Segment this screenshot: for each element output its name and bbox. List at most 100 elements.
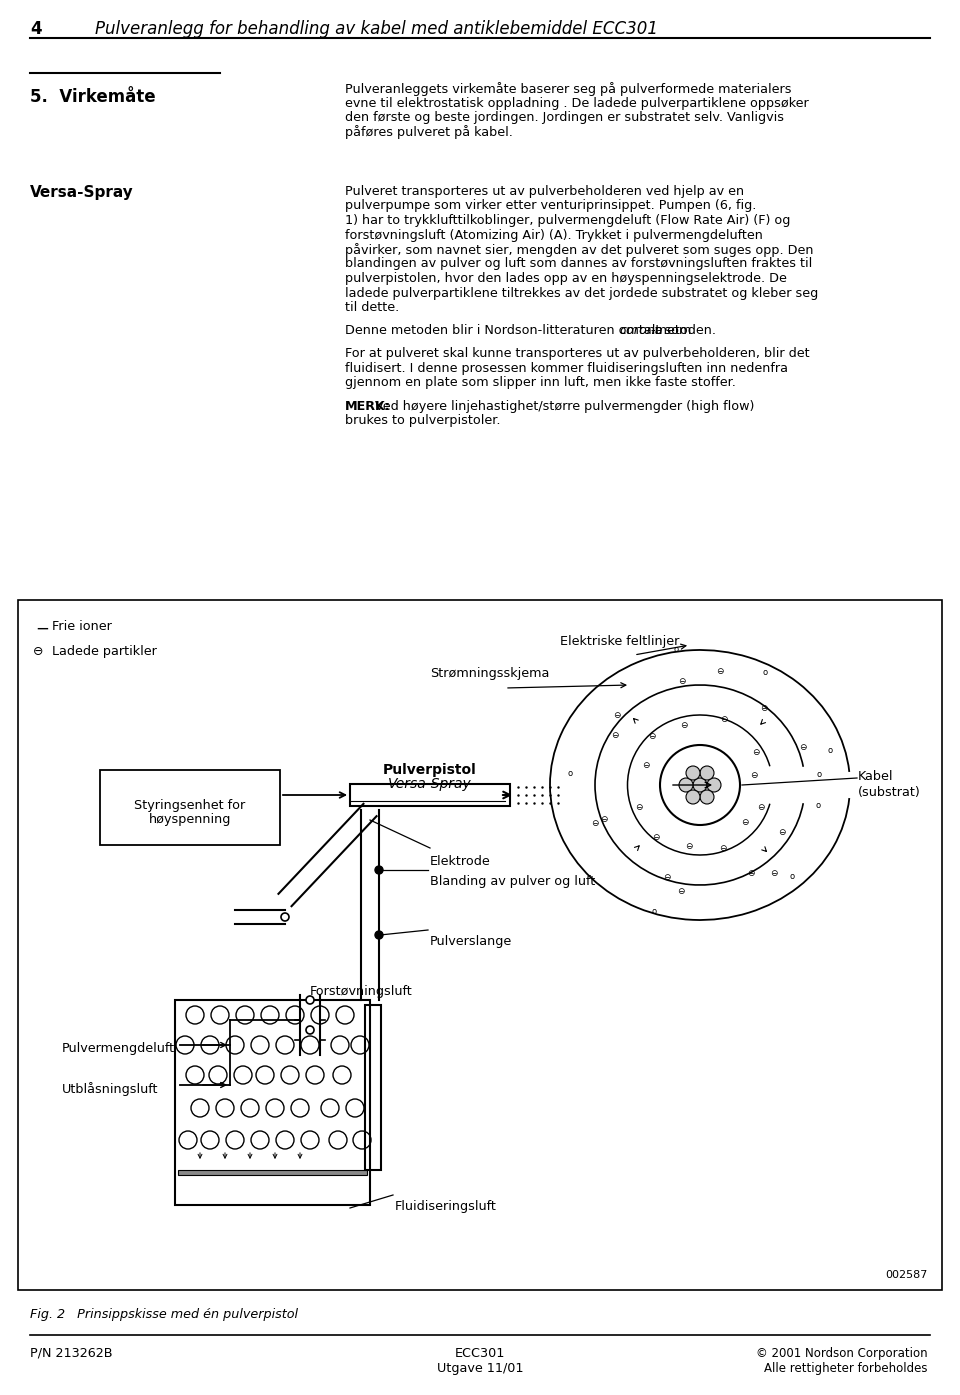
Text: ⊖: ⊖ [685,841,693,851]
Text: ⊖: ⊖ [716,667,724,677]
Text: © 2001 Nordson Corporation: © 2001 Nordson Corporation [756,1348,928,1360]
Text: brukes to pulverpistoler.: brukes to pulverpistoler. [345,414,500,427]
Text: o: o [762,668,768,677]
Text: ⊖: ⊖ [636,802,642,812]
Text: ⊖: ⊖ [747,869,755,877]
Text: ⊖: ⊖ [719,844,727,854]
Text: ⊖: ⊖ [751,771,757,780]
Text: (substrat): (substrat) [858,785,921,799]
Text: o: o [568,769,573,778]
Circle shape [700,766,714,780]
Text: ⊖: ⊖ [662,873,670,882]
Text: ⊖: ⊖ [653,833,660,841]
Text: 5.  Virkemåte: 5. Virkemåte [30,88,156,106]
Text: o: o [789,872,795,882]
Text: gjennom en plate som slipper inn luft, men ikke faste stoffer.: gjennom en plate som slipper inn luft, m… [345,377,736,389]
Text: Pulvermengdeluft: Pulvermengdeluft [62,1042,175,1055]
Text: Pulverpistol: Pulverpistol [383,763,477,777]
Text: ⊖: ⊖ [779,829,786,837]
Text: Versa-Spray: Versa-Spray [388,777,472,791]
Circle shape [660,745,740,824]
Text: ⊖: ⊖ [612,731,619,741]
Text: fluidisert. I denne prosessen kommer fluidiseringsluften inn nedenfra: fluidisert. I denne prosessen kommer flu… [345,361,788,375]
Bar [175,1000,370,1205]
Text: ⊖: ⊖ [753,748,760,757]
Text: Pulveranlegg for behandling av kabel med antiklebemiddel ECC301: Pulveranlegg for behandling av kabel med… [95,20,658,38]
Bar [178,1170,367,1175]
Bar [365,1004,381,1170]
Text: Denne metoden blir i Nordson-litteraturen omtalt som: Denne metoden blir i Nordson-litterature… [345,324,695,338]
Text: Alle rettigheter forbeholdes: Alle rettigheter forbeholdes [764,1362,928,1375]
Text: Elektriske feltlinjer: Elektriske feltlinjer [561,635,680,649]
Text: Utblåsningsluft: Utblåsningsluft [62,1083,158,1096]
Text: ⊖: ⊖ [770,869,778,877]
Circle shape [686,766,700,780]
Text: 1) har to trykklufttilkoblinger, pulvermengdeluft (Flow Rate Air) (F) og: 1) har to trykklufttilkoblinger, pulverm… [345,213,790,227]
Bar [100,770,280,845]
Text: ⊖: ⊖ [720,714,728,724]
Text: Fluidiseringsluft: Fluidiseringsluft [395,1200,497,1214]
Text: o: o [828,745,833,755]
Text: -metoden.: -metoden. [651,324,716,338]
Circle shape [375,930,383,939]
Text: 002587: 002587 [886,1269,928,1281]
Text: Ladede partikler: Ladede partikler [52,644,156,658]
Text: ⊖: ⊖ [681,721,687,730]
Circle shape [375,866,383,875]
Circle shape [700,790,714,804]
Text: ⊖: ⊖ [760,704,768,713]
Text: 4: 4 [30,20,41,38]
Text: P/N 213262B: P/N 213262B [30,1348,112,1360]
Text: ⊖: ⊖ [641,760,649,770]
Text: ⊖: ⊖ [757,802,765,812]
Text: ⊖: ⊖ [33,644,43,658]
Text: ladede pulverpartiklene tiltrekkes av det jordede substratet og kleber seg: ladede pulverpartiklene tiltrekkes av de… [345,286,818,300]
Text: den første og beste jordingen. Jordingen er substratet selv. Vanligvis: den første og beste jordingen. Jordingen… [345,112,784,124]
Text: Styringsenhet for
høyspenning: Styringsenhet for høyspenning [134,798,246,826]
Text: blandingen av pulver og luft som dannes av forstøvningsluften fraktes til: blandingen av pulver og luft som dannes … [345,258,812,271]
Text: o: o [816,801,821,810]
Text: til dette.: til dette. [345,301,399,314]
Text: Pulverslange: Pulverslange [430,935,513,949]
Text: Pulveranleggets virkemåte baserer seg på pulverformede materialers: Pulveranleggets virkemåte baserer seg på… [345,82,791,96]
Text: Blanding av pulver og luft: Blanding av pulver og luft [430,875,595,889]
Text: Pulveret transporteres ut av pulverbeholderen ved hjelp av en: Pulveret transporteres ut av pulverbehol… [345,186,744,198]
Text: ECC301: ECC301 [455,1348,505,1360]
Circle shape [693,778,707,792]
Text: For at pulveret skal kunne transporteres ut av pulverbeholderen, blir det: For at pulveret skal kunne transporteres… [345,347,809,360]
Text: Frie ioner: Frie ioner [52,619,112,633]
Text: ⊖: ⊖ [591,819,598,827]
Text: pulverpumpe som virker etter venturiprinsippet. Pumpen (6, fig.: pulverpumpe som virker etter venturiprin… [345,199,756,212]
Text: o: o [674,644,679,654]
Text: påvirker, som navnet sier, mengden av det pulveret som suges opp. Den: påvirker, som navnet sier, mengden av de… [345,243,813,257]
Text: o: o [651,907,657,917]
Text: ⊖: ⊖ [678,887,685,896]
Circle shape [306,996,314,1004]
Text: evne til elektrostatisk oppladning . De ladede pulverpartiklene oppsøker: evne til elektrostatisk oppladning . De … [345,96,808,109]
Text: ⊖: ⊖ [613,711,621,720]
Text: ⊖: ⊖ [800,744,807,752]
Circle shape [679,778,693,792]
Text: MERK:: MERK: [345,399,391,413]
Text: Versa-Spray: Versa-Spray [30,186,133,199]
Text: Strømningsskjema: Strømningsskjema [430,667,550,679]
Text: corona: corona [619,324,663,338]
Text: Forstøvningsluft: Forstøvningsluft [310,985,413,997]
Text: Fig. 2   Prinsippskisse med én pulverpistol: Fig. 2 Prinsippskisse med én pulverpisto… [30,1309,298,1321]
Text: påføres pulveret på kabel.: påføres pulveret på kabel. [345,126,513,140]
Text: o: o [817,770,822,778]
Bar [18,600,942,1290]
Text: ⊖: ⊖ [600,816,608,824]
Text: forstøvningsluft (Atomizing Air) (A). Trykket i pulvermengdeluften: forstøvningsluft (Atomizing Air) (A). Tr… [345,229,763,241]
Circle shape [306,1025,314,1034]
Circle shape [686,790,700,804]
Text: Kabel: Kabel [858,770,894,783]
Text: ⊖: ⊖ [741,817,748,827]
Text: Ved høyere linjehastighet/større pulvermengder (high flow): Ved høyere linjehastighet/større pulverm… [371,399,755,413]
Text: Elektrode: Elektrode [430,855,491,868]
Text: pulverpistolen, hvor den lades opp av en høyspenningselektrode. De: pulverpistolen, hvor den lades opp av en… [345,272,787,285]
Bar [350,784,510,806]
Text: ⊖: ⊖ [648,732,656,741]
Circle shape [707,778,721,792]
Text: ⊖: ⊖ [678,677,685,686]
